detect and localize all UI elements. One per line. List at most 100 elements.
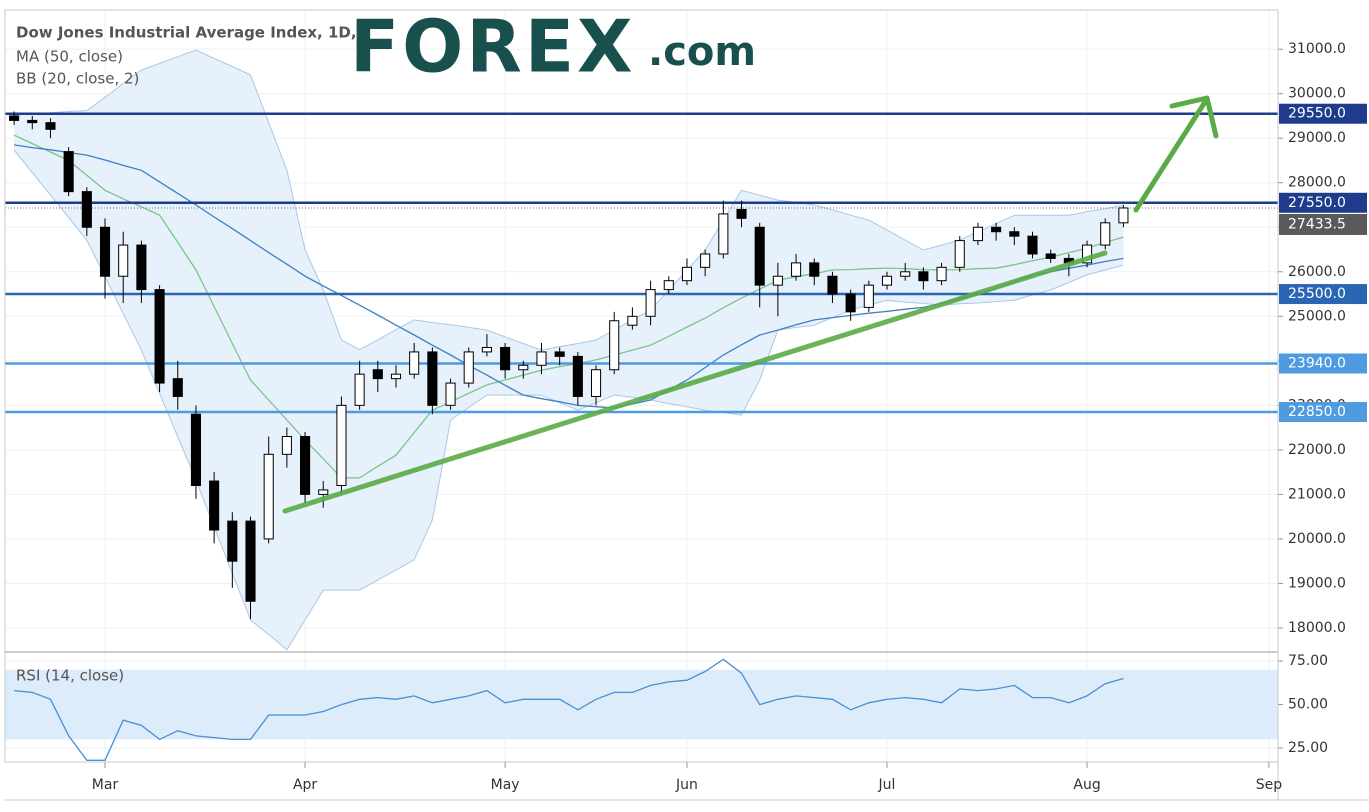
- logo-brand: FOREX: [350, 5, 636, 89]
- arrow-head: [1169, 95, 1219, 139]
- logo-suffix: .com: [648, 29, 756, 75]
- plot: [5, 49, 1278, 761]
- candle-body: [1009, 231, 1020, 237]
- candle-body: [427, 351, 438, 406]
- candle-body: [754, 226, 765, 286]
- candle-body: [791, 262, 802, 277]
- candle-body: [1100, 222, 1111, 246]
- candle-body: [991, 226, 1002, 233]
- y-tick-label: 25.00: [1288, 740, 1328, 756]
- candle-body: [300, 436, 311, 495]
- y-tick-label: 50.00: [1288, 697, 1328, 713]
- candle-body: [190, 413, 201, 486]
- candle-body: [1118, 207, 1129, 224]
- y-tick-label: 29000.0: [1288, 130, 1346, 146]
- y-tick-label: 18000.0: [1288, 620, 1346, 636]
- candle-body: [118, 244, 129, 277]
- legend-ma: MA (50, close): [16, 48, 123, 66]
- candle-body: [409, 351, 420, 375]
- candle-body: [372, 369, 383, 380]
- y-tick-label: 21000.0: [1288, 486, 1346, 502]
- last-price-tag: [1279, 213, 1367, 235]
- candle-body: [900, 271, 911, 277]
- candle-body: [154, 289, 165, 384]
- y-tick-label: 19000.0: [1288, 575, 1346, 591]
- candle-body: [536, 351, 547, 366]
- candle-body: [627, 315, 638, 326]
- candle-body: [772, 275, 783, 286]
- candle-body: [572, 355, 583, 397]
- candle-body: [281, 436, 292, 455]
- candle-body: [718, 213, 729, 255]
- bb-upper: [14, 49, 1124, 351]
- level-label: 23940.0: [1288, 356, 1346, 372]
- candle-body: [645, 289, 656, 317]
- rsi-band: [5, 669, 1278, 740]
- candle-body: [663, 280, 674, 291]
- candle-body: [136, 244, 147, 291]
- x-tick-label: Jul: [878, 777, 896, 793]
- y-tick-label: 30000.0: [1288, 86, 1346, 102]
- candle-body: [1045, 253, 1056, 259]
- candle-body: [954, 240, 965, 268]
- candle-body: [9, 115, 20, 121]
- y-tick-label: 22000.0: [1288, 442, 1346, 458]
- candle-body: [481, 346, 492, 353]
- level-label: 27550.0: [1288, 195, 1346, 211]
- trend-line: [282, 250, 1108, 514]
- level-tag: [1279, 284, 1367, 305]
- level-tag: [1279, 103, 1367, 124]
- candle-body: [936, 266, 947, 282]
- chart-title: Dow Jones Industrial Average Index, 1D,: [16, 24, 357, 42]
- candle-body: [27, 119, 38, 124]
- candle-body: [518, 364, 529, 371]
- candle-body: [590, 369, 602, 397]
- candle-body: [354, 373, 365, 406]
- candle-body: [827, 275, 838, 295]
- candle-body: [45, 122, 56, 130]
- level-tag: [1279, 192, 1367, 213]
- candle-body: [863, 284, 874, 308]
- candle-body: [318, 489, 329, 495]
- candle-body: [63, 151, 74, 193]
- candle-body: [609, 320, 620, 371]
- rsi-line: [14, 658, 1124, 761]
- candle-body: [881, 275, 893, 286]
- candle-body: [554, 351, 565, 357]
- level-tag: [1279, 353, 1367, 374]
- candle-body: [918, 271, 929, 282]
- candle-body: [445, 382, 456, 406]
- level-label: 22850.0: [1288, 404, 1346, 420]
- candle-body: [736, 208, 747, 219]
- y-tick-label: 25000.0: [1288, 308, 1346, 324]
- candle-body: [336, 404, 347, 486]
- level-tag: [1279, 402, 1367, 423]
- y-tick-label: 26000.0: [1288, 264, 1346, 280]
- level-label: 29550.0: [1288, 106, 1346, 122]
- candle-body: [99, 226, 111, 277]
- candle-body: [700, 253, 711, 268]
- level-label: 25500.0: [1288, 286, 1346, 302]
- candle-body: [845, 293, 856, 313]
- legend-bb: BB (20, close, 2): [16, 70, 139, 88]
- candle-body: [245, 520, 256, 602]
- candle-body: [81, 191, 92, 228]
- x-tick-label: Mar: [92, 777, 119, 793]
- axis: [4, 9, 1369, 801]
- x-tick-label: Jun: [675, 777, 698, 793]
- candle-body: [681, 266, 693, 282]
- candle-body: [263, 453, 274, 540]
- y-tick-label: 75.00: [1288, 653, 1328, 669]
- arrow-shaft: [1133, 99, 1208, 213]
- x-tick-label: Aug: [1073, 777, 1100, 793]
- x-tick-label: May: [491, 777, 520, 793]
- last-price-label: 27433.5: [1288, 216, 1346, 232]
- x-tick-label: Sep: [1256, 777, 1283, 793]
- candle-body: [809, 262, 820, 277]
- candle-body: [972, 226, 983, 242]
- y-tick-label: 28000.0: [1288, 175, 1346, 191]
- candle-body: [209, 480, 220, 531]
- candle-body: [1082, 244, 1093, 264]
